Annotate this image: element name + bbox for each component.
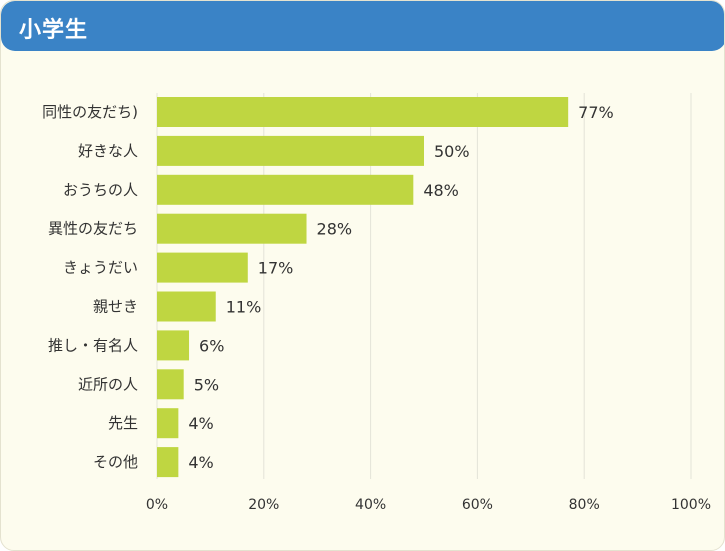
x-tick-label: 0% [146, 497, 168, 513]
data-label: 6% [199, 336, 224, 355]
bar [157, 408, 179, 439]
data-label: 11% [226, 298, 262, 317]
data-label: 28% [317, 220, 353, 239]
bar [157, 213, 307, 244]
category-label: 好きな人 [78, 142, 138, 160]
bar [157, 252, 248, 283]
category-label: 推し・有名人 [48, 336, 138, 354]
category-label: 同性の友だち) [42, 103, 138, 121]
category-label: おうちの人 [63, 181, 138, 199]
x-tick-label: 40% [355, 497, 386, 513]
data-label: 4% [188, 453, 213, 472]
bar [157, 330, 190, 361]
x-tick-label: 100% [671, 497, 711, 513]
x-tick-label: 80% [569, 497, 600, 513]
header-bar: 小学生 [1, 1, 724, 51]
data-label: 50% [434, 142, 470, 161]
data-label: 4% [188, 414, 213, 433]
bar [157, 135, 424, 166]
category-label: きょうだい [63, 259, 138, 277]
data-label: 48% [423, 181, 459, 200]
bar [157, 447, 179, 478]
x-tick-label: 60% [462, 497, 493, 513]
x-tick-label: 20% [248, 497, 279, 513]
category-label: 親せき [93, 298, 138, 316]
category-label: 異性の友だち [48, 220, 138, 238]
bar [157, 291, 216, 322]
category-label: 先生 [108, 414, 138, 432]
category-label: 近所の人 [78, 375, 138, 393]
data-label: 17% [258, 259, 294, 278]
bar [157, 97, 569, 127]
bar [157, 174, 414, 205]
category-label: その他 [93, 453, 138, 471]
bar [157, 369, 184, 400]
data-label: 5% [194, 375, 219, 394]
chart-header-title: 小学生 [19, 18, 89, 43]
data-label: 77% [578, 103, 614, 122]
